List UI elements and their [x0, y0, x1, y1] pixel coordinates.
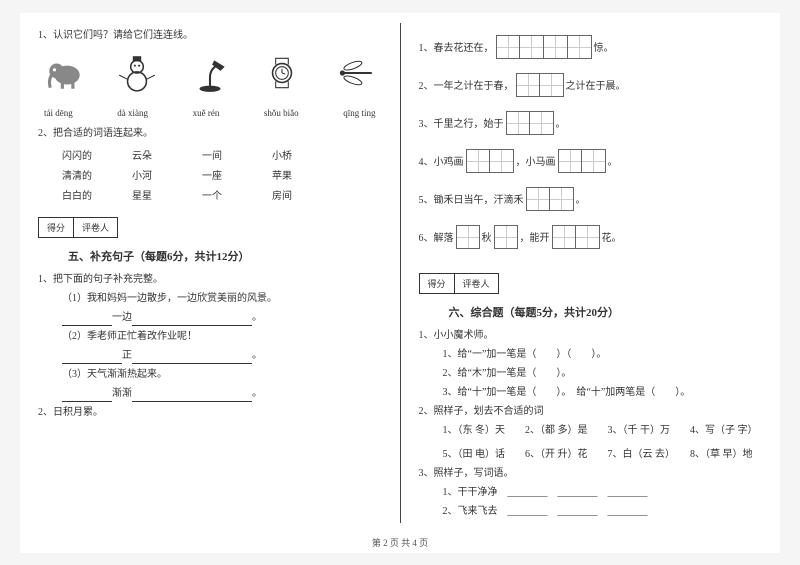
fill-row: 6、解落秋，能开花。: [419, 225, 763, 249]
score-cell: 得分: [419, 273, 455, 294]
char-box-group: [456, 225, 480, 249]
char-box-group: [558, 149, 606, 173]
worksheet-page: 1、认识它们吗？请给它们连连线。 tái dēng dà xiàng xuě r…: [20, 13, 780, 553]
q2-title: 2、照样子，划去不合适的词: [419, 404, 763, 420]
elephant-icon: [44, 52, 86, 94]
char-box-group: [496, 35, 592, 59]
q1-title: 1、小小魔术师。: [419, 328, 763, 344]
s5-item: （3）天气渐渐热起来。: [62, 367, 382, 383]
score-cell: 评卷人: [455, 273, 499, 294]
right-column: 1、春去花还在，惊。 2、一年之计在于春，之计在于晨。 3、千里之行，始于。 4、小鸡…: [401, 13, 781, 553]
snowman-icon: [116, 52, 158, 94]
pinyin-item: xuě rén: [193, 108, 220, 118]
pinyin-item: dà xiàng: [117, 108, 148, 118]
fill-row: 2、一年之计在于春，之计在于晨。: [419, 73, 763, 97]
dragonfly-icon: [334, 52, 376, 94]
char-box-group: [526, 187, 574, 211]
q1-line: 2、给“木”加一笔是（ ）。: [443, 366, 763, 382]
score-cell: 得分: [38, 217, 74, 238]
q3-lines: 1、干干净净 ________ ________ ________ 2、飞来飞去…: [419, 485, 763, 520]
pinyin-row: tái dēng dà xiàng xuě rén shǒu biǎo qīng…: [38, 108, 382, 118]
pinyin-item: qīng tíng: [343, 108, 375, 118]
lamp-icon: [189, 52, 231, 94]
char-box-group: [466, 149, 514, 173]
char-box-group: [516, 73, 564, 97]
match-row: 闪闪的云朵一间小桥: [62, 147, 382, 162]
q3-line: 1、干干净净 ________ ________ ________: [443, 485, 763, 501]
fill-row: 4、小鸡画，小马画。: [419, 149, 763, 173]
pinyin-item: shǒu biǎo: [264, 108, 299, 118]
blank-line: 正。: [62, 348, 382, 364]
q2-line: 5、（田 电）话 6、（开 升）花 7、白（云 去） 8、（草 早）地: [443, 447, 763, 463]
q1-line: 1、给“一”加一笔是（ ）（ ）。: [443, 347, 763, 363]
q3-title: 3、照样子，写词语。: [419, 466, 763, 482]
char-box-group: [506, 111, 554, 135]
s5-q1: 1、把下面的句子补充完整。: [38, 272, 382, 288]
q1-lines: 1、给“一”加一笔是（ ）（ ）。 2、给“木”加一笔是（ ）。 3、给“十”加…: [419, 347, 763, 401]
score-box: 得分 评卷人: [38, 217, 118, 238]
pinyin-item: tái dēng: [44, 108, 73, 118]
fill-row: 3、千里之行，始于。: [419, 111, 763, 135]
score-cell: 评卷人: [74, 217, 118, 238]
score-box: 得分 评卷人: [419, 273, 499, 294]
q1-line: 3、给“十”加一笔是（ ）。 给“十”加两笔是（ ）。: [443, 385, 763, 401]
q1-prompt: 1、认识它们吗？请给它们连连线。: [38, 28, 382, 44]
q2-prompt: 2、把合适的词语连起来。: [38, 126, 382, 142]
section5-title: 五、补充句子（每题6分，共计12分）: [68, 248, 382, 264]
match-row: 白白的星星一个房间: [62, 187, 382, 202]
page-footer: 第 2 页 共 4 页: [20, 536, 780, 549]
section6-title: 六、综合题（每题5分，共计20分）: [449, 304, 763, 320]
q3-line: 2、飞来飞去 ________ ________ ________: [443, 504, 763, 520]
q2-lines: 1、（东 冬）天 2、（都 多）是 3、（千 干）万 4、写（子 字） 5、（田…: [419, 423, 763, 463]
fill-row: 5、锄禾日当午，汗滴禾。: [419, 187, 763, 211]
blank-line: 渐渐。: [62, 386, 382, 402]
s5-item: （2）季老师正忙着改作业呢！: [62, 329, 382, 345]
left-column: 1、认识它们吗？请给它们连连线。 tái dēng dà xiàng xuě r…: [20, 13, 400, 553]
s5-item: （1）我和妈妈一边散步，一边欣赏美丽的风景。: [62, 291, 382, 307]
char-box-group: [552, 225, 600, 249]
s5-items: （1）我和妈妈一边散步，一边欣赏美丽的风景。 一边。 （2）季老师正忙着改作业呢…: [38, 291, 382, 402]
s5-q2: 2、日积月累。: [38, 405, 382, 421]
match-row: 清清的小河一座苹果: [62, 167, 382, 182]
fill-row: 1、春去花还在，惊。: [419, 35, 763, 59]
q2-line: 1、（东 冬）天 2、（都 多）是 3、（千 干）万 4、写（子 字）: [443, 423, 763, 439]
match-block: 闪闪的云朵一间小桥 清清的小河一座苹果 白白的星星一个房间: [38, 147, 382, 202]
char-box-group: [494, 225, 518, 249]
icons-row: [38, 52, 382, 94]
blank-line: 一边。: [62, 310, 382, 326]
fill-blanks: 1、春去花还在，惊。 2、一年之计在于春，之计在于晨。 3、千里之行，始于。 4、小鸡…: [419, 35, 763, 249]
watch-icon: [261, 52, 303, 94]
